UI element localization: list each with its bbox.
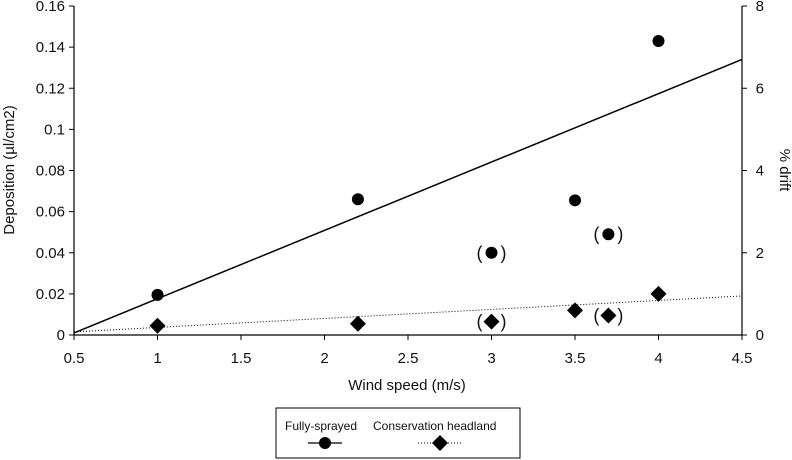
y-tick-label: 0.08 (36, 163, 65, 180)
data-point-conservation-headland (349, 315, 366, 332)
legend-marker-diamond (432, 435, 448, 451)
data-point-conservation-headland (600, 307, 617, 324)
y2-tick-label: 2 (756, 245, 764, 262)
bracket-left: ( (477, 243, 483, 263)
x-tick-label: 4 (654, 350, 662, 367)
x-tick-label: 1.5 (231, 350, 252, 367)
data-point-fully-sprayed (151, 288, 164, 301)
data-point-fully-sprayed (602, 228, 615, 241)
y-tick-label: 0 (57, 327, 65, 344)
x-tick-label: 0.5 (64, 350, 85, 367)
trendline-conservation-headland (73, 295, 743, 333)
bracket-left: ( (593, 224, 599, 244)
y-axis-title: Deposition (µl/cm2) (1, 105, 18, 235)
x-tick-label: 2.5 (398, 350, 419, 367)
y-tick-label: 0.06 (36, 204, 65, 221)
y-tick-label: 0.16 (36, 0, 65, 15)
bracket-left: ( (477, 312, 483, 332)
legend: Fully-sprayed Conservation headland (275, 407, 521, 459)
data-point-conservation-headland (149, 317, 166, 334)
x-tick-label: 4.5 (732, 350, 753, 367)
bracket-left: ( (593, 305, 599, 325)
x-tick-label: 1 (153, 350, 161, 367)
data-point-fully-sprayed (569, 194, 581, 207)
y-tick-label: 0.14 (36, 39, 65, 56)
legend-label-fully-sprayed: Fully-sprayed (285, 419, 357, 433)
legend-box (275, 407, 521, 459)
y-tick-label: 0.12 (36, 80, 65, 97)
legend-marker-circle (319, 437, 331, 449)
legend-label-conservation-headland: Conservation headland (373, 419, 496, 433)
bracket-right: ) (617, 305, 623, 325)
data-point-conservation-headland (483, 313, 500, 330)
trendline-fully-sprayed (73, 58, 743, 334)
y2-tick-label: 4 (756, 163, 764, 180)
y2-tick-label: 6 (756, 80, 764, 97)
y-tick-label: 0.1 (44, 121, 65, 138)
y-tick-label: 0.02 (36, 286, 65, 303)
bracket-right: ) (501, 243, 507, 263)
data-point-conservation-headland (567, 302, 583, 319)
x-tick-label: 3.5 (565, 350, 586, 367)
bracket-right: ) (501, 312, 507, 332)
plot-area: 0 0.02 0.04 0.06 0.08 0.1 0.12 0.14 0.16 0 2 4 6 8 0.5… (36, 0, 764, 367)
x-tick-label: 3 (487, 350, 495, 367)
x-axis-title: Wind speed (m/s) (348, 377, 466, 394)
y2-tick-label: 0 (756, 327, 764, 344)
y2-tick-label: 8 (756, 0, 764, 15)
x-tick-label: 2 (320, 350, 328, 367)
data-point-fully-sprayed (351, 193, 364, 206)
y-tick-label: 0.04 (36, 245, 65, 262)
y2-axis-title: % drift (776, 149, 792, 192)
data-point-conservation-headland (650, 285, 667, 302)
bracket-right: ) (617, 224, 623, 244)
data-point-fully-sprayed (652, 34, 665, 47)
data-point-fully-sprayed (485, 246, 498, 259)
